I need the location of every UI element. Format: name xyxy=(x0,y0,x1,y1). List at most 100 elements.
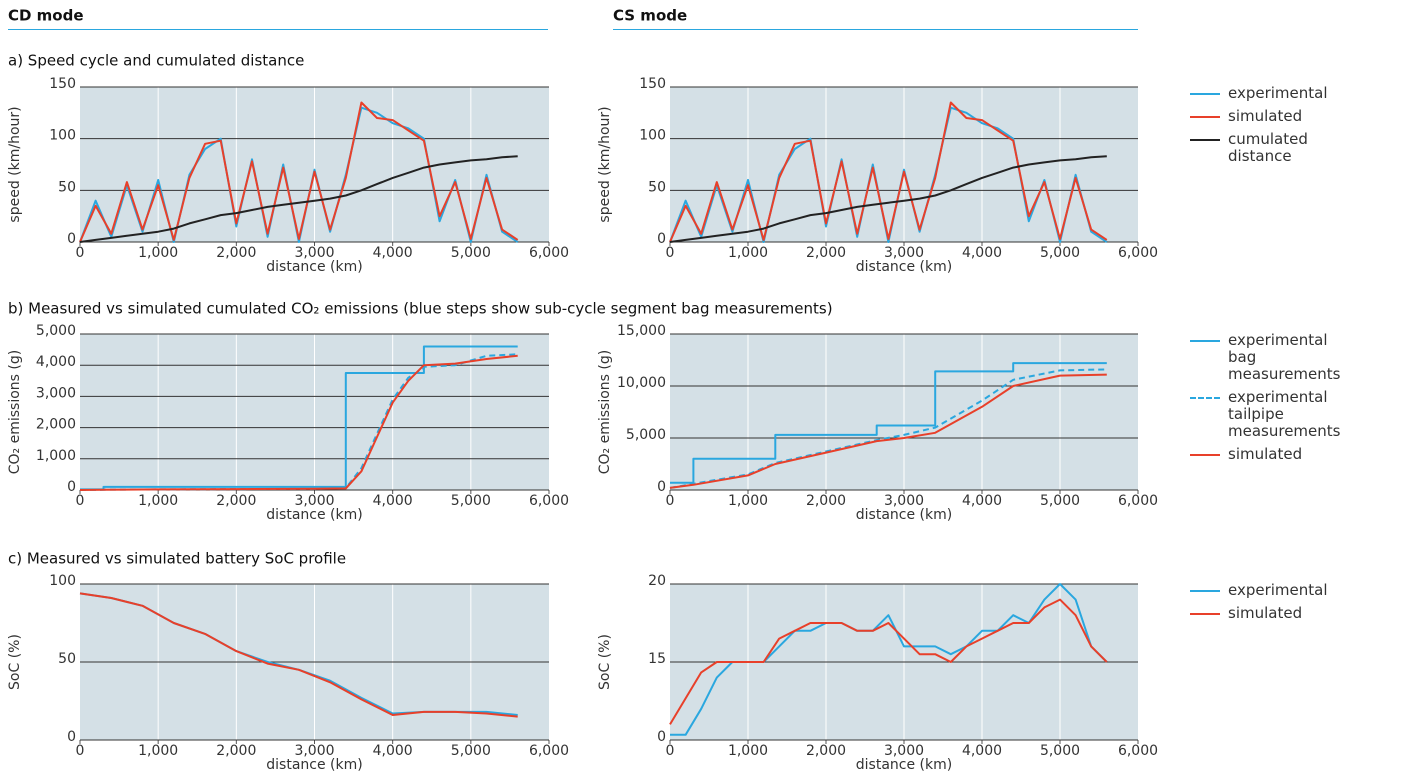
y-tick-label: 0 xyxy=(657,729,666,745)
legend-label: simulated xyxy=(1228,445,1303,463)
legend-label: experimental tailpipe measurements xyxy=(1228,388,1341,440)
x-tick-label: 5,000 xyxy=(451,245,491,261)
y-tick-label: 5,000 xyxy=(36,323,76,339)
y-axis-label: speed (km/hour) xyxy=(7,106,23,222)
legend-item: simulated xyxy=(1190,108,1360,125)
section-title: b) Measured vs simulated cumulated CO₂ e… xyxy=(8,300,833,318)
legend-item: experimental tailpipe measurements xyxy=(1190,389,1360,440)
legend-item: simulated xyxy=(1190,446,1360,463)
y-tick-label: 0 xyxy=(67,231,76,247)
section-title: a) Speed cycle and cumulated distance xyxy=(8,52,304,70)
x-tick-label: 4,000 xyxy=(962,493,1002,509)
x-tick-label: 2,000 xyxy=(216,245,256,261)
y-tick-label: 2,000 xyxy=(36,417,76,433)
x-tick-label: 3,000 xyxy=(884,743,924,759)
y-tick-label: 0 xyxy=(657,231,666,247)
y-tick-label: 100 xyxy=(49,573,76,589)
x-tick-label: 0 xyxy=(76,245,85,261)
x-tick-label: 5,000 xyxy=(1040,493,1080,509)
x-tick-label: 2,000 xyxy=(216,493,256,509)
legend-swatch xyxy=(1190,93,1220,95)
x-tick-label: 2,000 xyxy=(806,245,846,261)
legend-label: experimental bag measurements xyxy=(1228,331,1341,383)
y-tick-label: 0 xyxy=(657,479,666,495)
x-axis-label: distance (km) xyxy=(856,507,952,523)
y-axis-label: SoC (%) xyxy=(597,634,613,690)
x-tick-label: 2,000 xyxy=(806,493,846,509)
x-tick-label: 5,000 xyxy=(1040,743,1080,759)
x-tick-label: 6,000 xyxy=(1118,743,1158,759)
y-tick-label: 150 xyxy=(49,76,76,92)
column-title: CD mode xyxy=(8,7,84,25)
data-line xyxy=(669,155,1107,243)
legend: experimental simulated xyxy=(1190,582,1360,628)
data-line xyxy=(670,362,1107,484)
data-line xyxy=(669,373,1107,489)
data-line xyxy=(79,155,518,243)
x-axis-label: distance (km) xyxy=(266,259,362,275)
x-tick-label: 4,000 xyxy=(373,743,413,759)
data-line xyxy=(669,598,1108,725)
data-line xyxy=(80,345,518,491)
data-line xyxy=(79,354,518,491)
legend-item: experimental xyxy=(1190,582,1360,599)
x-tick-label: 1,000 xyxy=(728,245,768,261)
x-tick-label: 4,000 xyxy=(373,493,413,509)
x-tick-label: 4,000 xyxy=(373,245,413,261)
y-axis-label: CO₂ emissions (g) xyxy=(597,350,613,474)
x-tick-label: 0 xyxy=(76,493,85,509)
y-tick-label: 15 xyxy=(648,651,666,667)
y-tick-label: 10,000 xyxy=(617,375,666,391)
y-tick-label: 15,000 xyxy=(617,323,666,339)
section-title: c) Measured vs simulated battery SoC pro… xyxy=(8,550,346,568)
x-tick-label: 5,000 xyxy=(451,743,491,759)
legend-swatch xyxy=(1190,139,1220,141)
y-tick-label: 150 xyxy=(639,76,666,92)
x-axis-label: distance (km) xyxy=(266,757,362,773)
x-tick-label: 1,000 xyxy=(728,743,768,759)
data-line xyxy=(669,368,1107,489)
x-tick-label: 0 xyxy=(666,743,675,759)
x-axis-label: distance (km) xyxy=(266,507,362,523)
x-tick-label: 6,000 xyxy=(529,743,569,759)
data-line xyxy=(79,592,518,718)
x-tick-label: 1,000 xyxy=(138,245,178,261)
x-tick-label: 1,000 xyxy=(138,743,178,759)
legend-item: simulated xyxy=(1190,605,1360,622)
x-tick-label: 3,000 xyxy=(294,743,334,759)
x-tick-label: 1,000 xyxy=(138,493,178,509)
data-line xyxy=(669,101,1108,243)
y-tick-label: 0 xyxy=(67,479,76,495)
y-tick-label: 5,000 xyxy=(626,427,666,443)
x-tick-label: 5,000 xyxy=(1040,245,1080,261)
x-tick-label: 5,000 xyxy=(451,493,491,509)
x-tick-label: 3,000 xyxy=(294,493,334,509)
x-tick-label: 0 xyxy=(76,743,85,759)
y-tick-label: 50 xyxy=(58,179,76,195)
x-tick-label: 2,000 xyxy=(806,743,846,759)
x-tick-label: 6,000 xyxy=(1118,245,1158,261)
x-axis-label: distance (km) xyxy=(856,259,952,275)
legend-item: cumulated distance xyxy=(1190,131,1360,165)
legend-label: experimental xyxy=(1228,581,1328,599)
x-tick-label: 1,000 xyxy=(728,493,768,509)
y-tick-label: 50 xyxy=(58,651,76,667)
x-tick-label: 0 xyxy=(666,493,675,509)
legend-swatch xyxy=(1190,590,1220,592)
legend: experimental simulated cumulated distance xyxy=(1190,85,1360,171)
y-tick-label: 1,000 xyxy=(36,448,76,464)
legend-item: experimental bag measurements xyxy=(1190,332,1360,383)
y-tick-label: 100 xyxy=(49,128,76,144)
legend-swatch xyxy=(1190,116,1220,118)
y-axis-label: CO₂ emissions (g) xyxy=(7,350,23,474)
legend-swatch xyxy=(1190,613,1220,615)
legend: experimental bag measurements experimenta… xyxy=(1190,332,1360,469)
y-axis-label: speed (km/hour) xyxy=(597,106,613,222)
y-tick-label: 100 xyxy=(639,128,666,144)
y-tick-label: 20 xyxy=(648,573,666,589)
y-axis-label: SoC (%) xyxy=(7,634,23,690)
data-line xyxy=(79,101,519,243)
y-tick-label: 4,000 xyxy=(36,354,76,370)
